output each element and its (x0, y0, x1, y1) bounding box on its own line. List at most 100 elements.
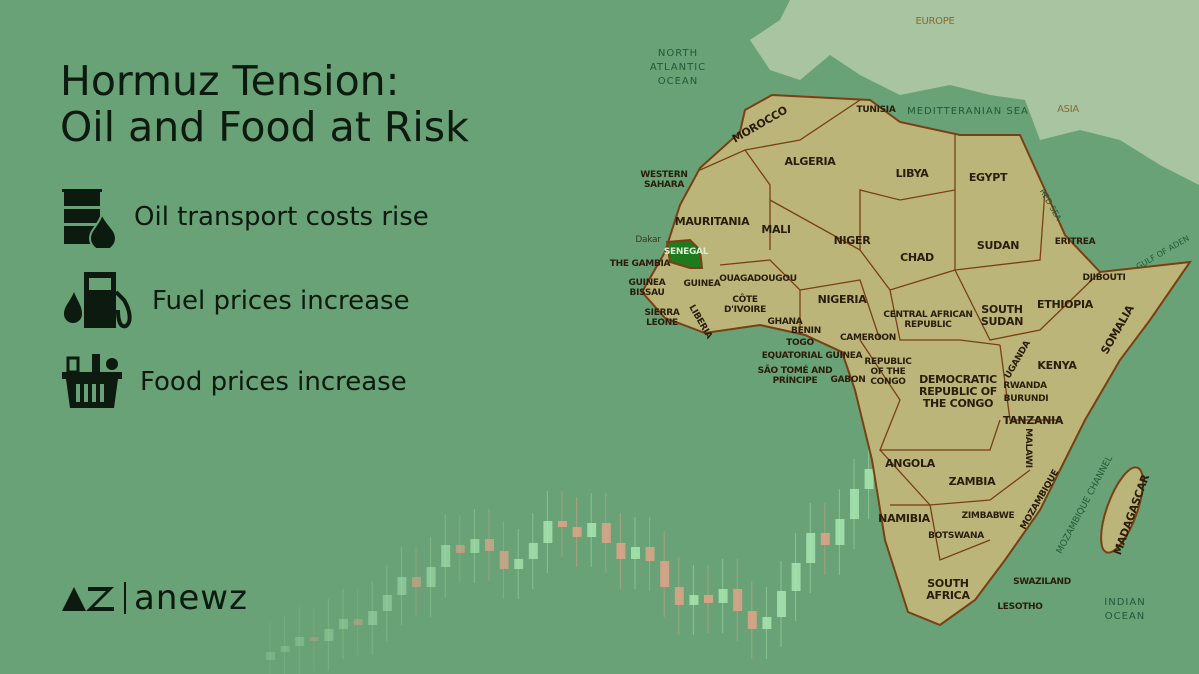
country-label: WESTERN SAHARA (640, 170, 688, 190)
country-label: SIERRA LEONE (644, 308, 680, 328)
country-label: LIBYA (895, 167, 929, 180)
oil-barrel-icon (62, 189, 116, 248)
country-label: SUDAN (976, 239, 1020, 252)
country-borders (699, 99, 1101, 561)
brand-name: anewz (134, 578, 248, 618)
candle-body (616, 543, 626, 559)
title-line-2: Oil and Food at Risk (60, 103, 469, 151)
candle-body (835, 519, 845, 545)
country-label: DEMOCRATIC REPUBLIC OF THE CONGO (919, 373, 997, 410)
madagascar (1100, 466, 1144, 554)
anewz-logo-icon (62, 587, 114, 611)
country-label: LESOTHO (997, 602, 1043, 612)
country-label: GUINEA (683, 279, 721, 289)
item-label: Food prices increase (140, 367, 407, 397)
page-title: Hormuz Tension: Oil and Food at Risk (60, 58, 469, 150)
candle-body (266, 652, 275, 660)
country-label: TANZANIA (1002, 414, 1064, 427)
country-label: THE GAMBIA (609, 259, 671, 269)
candle-body (470, 539, 480, 553)
country-label: NAMIBIA (878, 512, 930, 525)
country-label: Dakar (635, 235, 661, 245)
list-item-fuel-prices: Fuel prices increase (62, 270, 410, 332)
candle-body (601, 523, 611, 543)
candle-body (572, 527, 582, 537)
candle-body (704, 595, 713, 603)
candle-body (309, 637, 319, 641)
country-label: EGYPT (968, 171, 1008, 184)
country-label: SOUTH AFRICA (926, 577, 970, 602)
candle-body (820, 533, 830, 545)
country-label: ZIMBABWE (961, 511, 1015, 521)
candle-body (587, 523, 597, 537)
candle-body (645, 547, 655, 561)
list-item-oil-transport: Oil transport costs rise (62, 186, 429, 248)
candle-body (660, 561, 670, 587)
grocery-basket-icon (62, 354, 122, 408)
candle-body (514, 559, 524, 569)
sea-label: INDIAN OCEAN (1104, 597, 1146, 622)
candle-body (777, 591, 786, 617)
candle-body (528, 543, 538, 559)
country-label: SENEGAL (663, 247, 709, 257)
country-label: MALAWI (1023, 428, 1033, 468)
candle-body (631, 547, 640, 559)
country-label: GHANA (767, 317, 803, 327)
candle-body (295, 637, 305, 646)
country-label: GUINEA BISSAU (628, 278, 666, 298)
country-label: TUNISIA (856, 105, 896, 115)
candle-body (455, 545, 465, 553)
candle-body (806, 533, 816, 563)
candle-body (280, 646, 290, 652)
candle-body (499, 551, 509, 569)
country-label: SWAZILAND (1013, 577, 1071, 587)
country-label: GABON (830, 375, 866, 385)
candle-body (441, 545, 451, 567)
country-label: CAMEROON (839, 333, 897, 343)
country-label: ZAMBIA (948, 475, 996, 488)
country-label: MALI (761, 223, 791, 236)
continent-label: ASIA (1057, 104, 1079, 115)
country-label: OUAGADOUGOU (719, 274, 797, 284)
sea-label: NORTH ATLANTIC OCEAN (649, 48, 707, 87)
fuel-pump-icon (64, 272, 132, 329)
candle-body (850, 489, 859, 519)
country-label: ETHIOPIA (1037, 298, 1093, 311)
candle-body (747, 611, 757, 629)
country-label: TOGO (786, 338, 814, 348)
item-label: Fuel prices increase (152, 286, 410, 316)
candle-body (558, 521, 567, 527)
candle-body (324, 629, 334, 641)
country-label: MAURITANIA (674, 215, 750, 228)
country-label: CHAD (900, 251, 934, 264)
country-label: REPUBLIC OF THE CONGO (864, 357, 912, 387)
country-label: CÔTE D'IVOIRE (723, 295, 767, 315)
country-label: RWANDA (1003, 381, 1047, 391)
candle-body (864, 469, 874, 489)
country-label: NIGER (833, 234, 871, 247)
country-label: EQUATORIAL GUINEA (761, 351, 863, 361)
candle-body (339, 619, 348, 629)
candle-body (674, 587, 684, 605)
senegal-highlight (665, 238, 704, 269)
candle-body (762, 617, 772, 629)
country-label: CENTRAL AFRICAN REPUBLIC (883, 310, 973, 330)
candle-body (791, 563, 801, 591)
country-label: BOTSWANA (928, 531, 984, 541)
country-label: BENIN (791, 326, 821, 336)
candle-body (382, 595, 392, 611)
candle-body (689, 595, 699, 605)
candle-body (718, 589, 728, 603)
sea-label: MEDITTERANIAN SEA (907, 106, 1029, 117)
brand-logo: anewz (60, 578, 248, 618)
africa-landmass (640, 93, 1193, 627)
country-label: ALGERIA (784, 155, 836, 168)
candle-body (368, 611, 378, 625)
country-label: SOUTH SUDAN (980, 303, 1024, 328)
list-item-food-prices: Food prices increase (62, 352, 407, 412)
country-label: KENYA (1037, 359, 1077, 372)
country-label: ERITREA (1054, 237, 1096, 247)
europe-asia-landmass (750, 0, 1199, 185)
candle-body (543, 521, 553, 543)
